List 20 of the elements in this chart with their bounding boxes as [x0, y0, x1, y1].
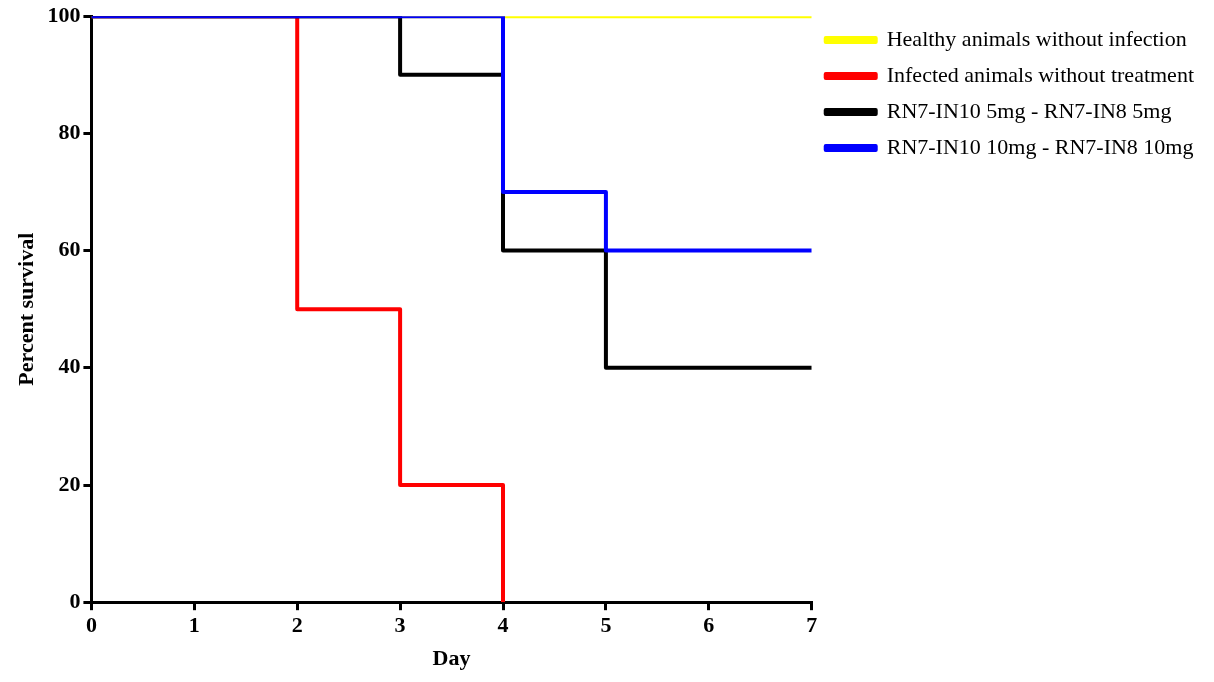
x-axis-title: Day — [432, 645, 471, 671]
x-tick-label: 3 — [394, 612, 406, 638]
x-tick-label: 1 — [188, 612, 200, 638]
y-tick-label: 20 — [58, 470, 81, 496]
legend-label: Healthy animals without infection — [886, 25, 1187, 51]
y-tick-label: 40 — [58, 353, 81, 379]
x-tick-label: 2 — [291, 612, 303, 638]
legend-label: RN7-IN10 5mg - RN7-IN8 5mg — [886, 97, 1172, 123]
y-tick-label: 0 — [69, 587, 81, 613]
y-tick-label: 80 — [58, 119, 81, 145]
x-tick-label: 4 — [497, 612, 509, 638]
x-tick-label: 5 — [600, 612, 612, 638]
x-tick-label: 0 — [85, 612, 97, 638]
y-tick-label: 60 — [58, 236, 81, 262]
legend-label: RN7-IN10 10mg - RN7-IN8 10mg — [886, 133, 1194, 159]
x-tick-label: 7 — [806, 612, 818, 638]
y-axis-title: Percent survival — [12, 232, 38, 386]
y-tick-label: 100 — [47, 1, 81, 27]
x-tick-label: 6 — [703, 612, 715, 638]
legend-label: Infected animals without treatment — [886, 61, 1194, 87]
